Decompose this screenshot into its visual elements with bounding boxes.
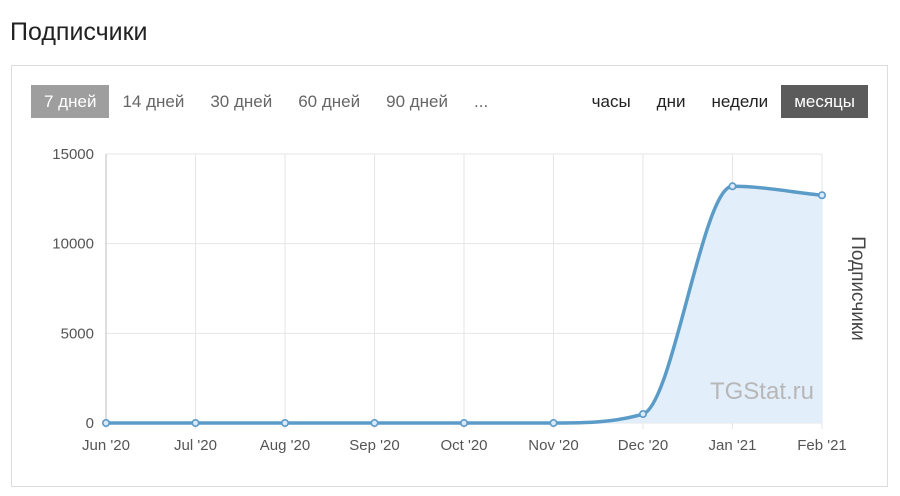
y-tick-label: 0 xyxy=(86,415,94,432)
range-selector: 7 дней 14 дней 30 дней 60 дней 90 дней .… xyxy=(31,85,501,118)
data-point[interactable] xyxy=(191,418,200,427)
data-point[interactable] xyxy=(459,418,468,427)
y-tick-label: 10000 xyxy=(52,236,94,253)
x-tick-label: Nov '20 xyxy=(528,437,578,454)
x-tick-label: Aug '20 xyxy=(260,437,310,454)
data-point[interactable] xyxy=(638,410,647,419)
y-axis-ticks: 0 5000 10000 15000 xyxy=(52,146,94,432)
data-point[interactable] xyxy=(370,418,379,427)
unit-days-button[interactable]: дни xyxy=(656,92,686,111)
range-14-days-button[interactable]: 14 дней xyxy=(122,92,185,111)
x-tick-label: Oct '20 xyxy=(440,437,487,454)
data-point[interactable] xyxy=(817,191,826,200)
data-point[interactable] xyxy=(728,182,737,191)
range-more-button[interactable]: ... xyxy=(474,92,489,111)
y-tick-label: 5000 xyxy=(61,325,94,342)
x-tick-label: Feb '21 xyxy=(797,437,847,454)
unit-weeks-button[interactable]: недели xyxy=(711,92,769,111)
x-tick-label: Jun '20 xyxy=(82,437,130,454)
x-tick-label: Dec '20 xyxy=(618,437,668,454)
x-tick-label: Jul '20 xyxy=(174,437,217,454)
series-line xyxy=(106,184,823,425)
unit-selector: часы дни недели месяцы xyxy=(579,85,868,118)
series-area xyxy=(106,186,822,423)
watermark: TGStat.ru xyxy=(710,378,814,405)
range-30-days-button[interactable]: 30 дней xyxy=(210,92,273,111)
chart-card: 7 дней 14 дней 30 дней 60 дней 90 дней .… xyxy=(11,65,888,487)
unit-months-button[interactable]: месяцы xyxy=(781,85,868,118)
range-7-days-button[interactable]: 7 дней xyxy=(31,85,110,118)
series-points xyxy=(102,182,826,427)
y-tick-label: 15000 xyxy=(52,146,94,163)
unit-hours-button[interactable]: часы xyxy=(591,92,631,111)
x-tick-label: Jan '21 xyxy=(709,437,757,454)
y-axis-title: Подписчики xyxy=(847,236,868,341)
data-point[interactable] xyxy=(102,418,111,427)
data-point[interactable] xyxy=(280,418,289,427)
x-tick-label: Sep '20 xyxy=(349,437,399,454)
x-axis-ticks: Jun '20 Jul '20 Aug '20 Sep '20 Oct '20 Nov '… xyxy=(82,437,847,454)
range-60-days-button[interactable]: 60 дней xyxy=(298,92,361,111)
data-point[interactable] xyxy=(549,418,558,427)
subscribers-chart: 0 5000 10000 15000 Jun '20 Jul '20 Aug '20 Sep… xyxy=(52,146,868,454)
page-title: Подписчики xyxy=(10,18,148,46)
range-90-days-button[interactable]: 90 дней xyxy=(386,92,448,111)
